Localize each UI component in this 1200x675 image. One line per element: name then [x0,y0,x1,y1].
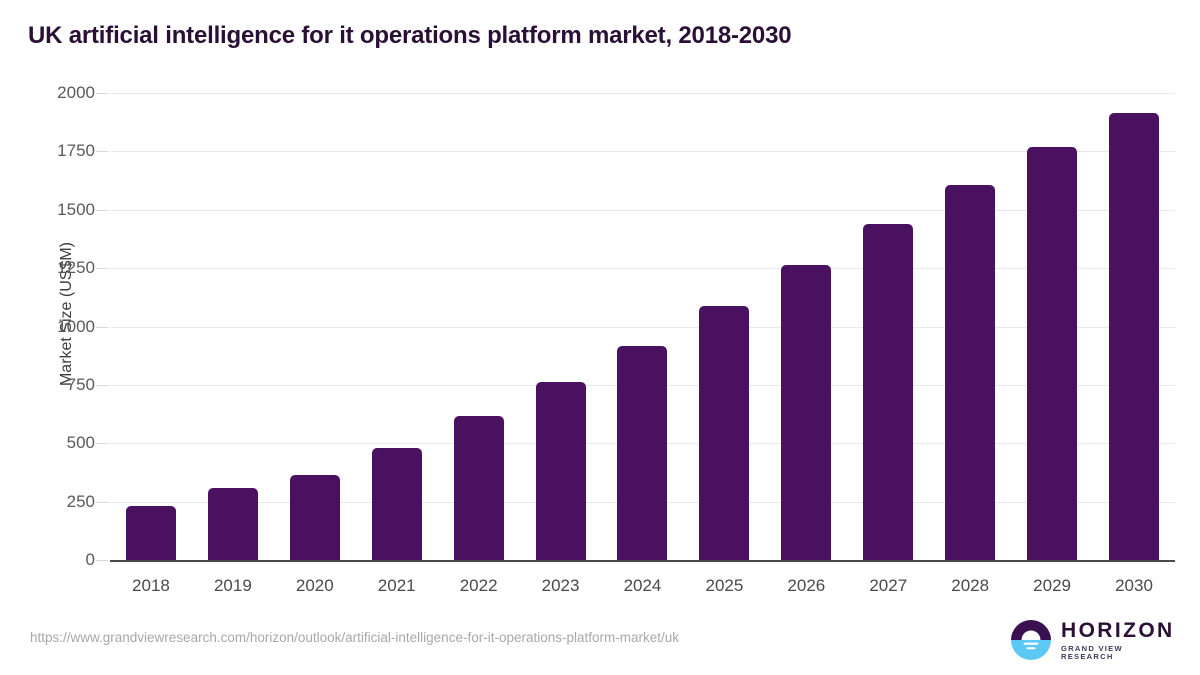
y-tick-mark [96,501,108,503]
x-tick-label: 2020 [295,576,334,595]
x-tick-label: 2021 [377,576,416,595]
y-tick-label: 750 [66,374,95,394]
bar-column: 2025 [683,93,765,595]
bars-group: 2018 2019 2020 2021 2022 2023 2024 2025 2026 2027… [110,93,1175,595]
logo-wordmark: HORIZON [1061,618,1175,642]
x-tick-label: 2022 [459,576,498,595]
source-url[interactable]: https://www.grandviewresearch.com/horizo… [30,630,680,645]
y-tick-mark [96,268,108,270]
y-tick-label: 1500 [57,199,95,219]
x-tick-label: 2028 [951,576,990,595]
y-tick-label: 1000 [57,316,95,336]
bar-column: 2020 [274,93,356,595]
bar-column: 2021 [356,93,438,595]
page-title: UK artificial intelligence for it operat… [28,22,792,49]
y-tick-mark [96,326,108,328]
bar-column: 2026 [765,93,847,595]
bar-2027[interactable] [863,223,914,560]
y-tick-label: 500 [66,433,95,453]
bar-2026[interactable] [781,264,832,560]
x-tick-label: 2023 [541,576,580,595]
gridline [110,209,1175,211]
bar-column: 2030 [1093,93,1175,595]
x-tick-label: 2019 [213,576,252,595]
y-tick-mark [96,93,108,94]
bar-column: 2018 [110,93,192,595]
bar-column: 2029 [1011,93,1093,595]
x-tick-label: 2029 [1033,576,1072,595]
gridline [110,268,1175,270]
bar-2020[interactable] [289,474,340,560]
y-tick-mark [96,384,108,386]
bar-column: 2023 [520,93,602,595]
horizon-logo: HORIZON GRAND VIEW RESEARCH [1010,617,1172,663]
plot-area: 0 250 500 750 1000 1250 1500 1750 2000 2018 2019 2… [57,83,1175,595]
y-tick-label: 0 [85,550,95,569]
bar-2021[interactable] [371,447,422,560]
y-axis-title: Market Size (US$M) [58,241,75,387]
axis-baseline [110,560,1175,562]
horizon-logo-icon [1010,619,1052,661]
logo-tagline: GRAND VIEW RESEARCH [1061,643,1123,661]
gridline [110,151,1175,153]
bar-column: 2027 [847,93,929,595]
y-tick-mark [96,443,108,445]
x-tick-label: 2027 [869,576,908,595]
horizon-logo-text: HORIZON GRAND VIEW RESEARCH [1061,620,1175,660]
y-tick-label: 1750 [57,141,95,161]
y-tick-label: 2000 [57,83,95,102]
bar-2024[interactable] [617,346,668,560]
bar-2030[interactable] [1109,113,1160,560]
gridline [110,326,1175,328]
bar-2019[interactable] [207,487,258,560]
bar-column: 2028 [929,93,1011,595]
y-tick-mark [96,560,108,561]
bar-2018[interactable] [125,506,176,560]
x-tick-label: 2030 [1115,576,1153,595]
chart-container: Market Size (US$M) 0 250 500 750 1000 1250 150… [0,80,1200,595]
x-tick-label: 2026 [787,576,826,595]
y-tick-label: 1250 [57,258,95,278]
y-tick-mark [96,209,108,211]
bar-2028[interactable] [945,184,996,560]
bar-2025[interactable] [699,305,750,560]
bar-2023[interactable] [535,382,586,560]
x-tick-label: 2024 [623,576,662,595]
bar-column: 2024 [602,93,684,595]
bar-2022[interactable] [453,415,504,560]
bar-2029[interactable] [1027,147,1078,560]
y-tick-label: 250 [66,491,95,511]
bar-column: 2022 [438,93,520,595]
x-tick-label: 2018 [132,576,170,595]
y-tick-mark [96,151,108,153]
gridline [110,93,1175,94]
x-tick-label: 2025 [705,576,744,595]
bar-column: 2019 [192,93,274,595]
